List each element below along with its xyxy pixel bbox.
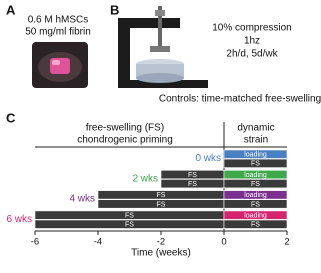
panel-label: A xyxy=(6,2,16,17)
x-axis-label: Time (weeks) xyxy=(131,248,191,259)
x-tick-label: -6 xyxy=(31,237,39,248)
device-illustration xyxy=(118,6,208,88)
x-tick-label: -2 xyxy=(157,237,165,248)
bar-segment xyxy=(223,219,288,229)
panel-text: 2h/d, 5d/wk xyxy=(226,49,278,60)
header: chondrogenic priming xyxy=(77,135,173,146)
segment-label: FS xyxy=(188,181,197,188)
panel-text: 10% compression xyxy=(212,23,291,34)
segment-label: loading xyxy=(244,152,267,159)
bar-segment xyxy=(223,170,288,180)
segment-label: FS xyxy=(251,181,260,188)
x-tick-label: 0 xyxy=(221,237,226,248)
segment-label: FS xyxy=(251,201,260,208)
panel-text: 50 mg/ml fibrin xyxy=(25,27,91,38)
header: strain xyxy=(244,135,268,146)
bar-segment xyxy=(223,199,288,209)
x-tick-label: -4 xyxy=(94,237,102,248)
bar-segment xyxy=(223,179,288,189)
x-tick-label: 2 xyxy=(284,237,289,248)
panel-label: B xyxy=(110,2,119,17)
segment-label: loading xyxy=(244,172,267,179)
group-label: 6 wks xyxy=(6,214,32,225)
bar-segment xyxy=(223,190,288,200)
header: dynamic xyxy=(237,123,274,134)
panel-text: 0.6 M hMSCs xyxy=(28,15,89,26)
segment-label: FS xyxy=(251,161,260,168)
segment-label: loading xyxy=(244,192,267,199)
segment-label: loading xyxy=(244,212,267,219)
group-label: 0 wks xyxy=(195,153,221,164)
segment-label: FS xyxy=(125,222,134,229)
bar-segment xyxy=(223,158,288,168)
bar-segment xyxy=(223,210,288,220)
header: free-swelling (FS) xyxy=(86,123,164,134)
segment-label: FS xyxy=(251,222,260,229)
segment-label: FS xyxy=(188,172,197,179)
bar-segment xyxy=(223,149,288,159)
group-label: 2 wks xyxy=(132,173,158,184)
panel-label: C xyxy=(6,110,16,125)
caption: Controls: time-matched free-swelling xyxy=(159,94,321,105)
segment-label: FS xyxy=(157,192,166,199)
segment-label: FS xyxy=(157,201,166,208)
group-label: 4 wks xyxy=(69,194,95,205)
segment-label: FS xyxy=(125,212,134,219)
sample-photo xyxy=(32,42,88,88)
panel-text: 1hz xyxy=(244,36,260,47)
